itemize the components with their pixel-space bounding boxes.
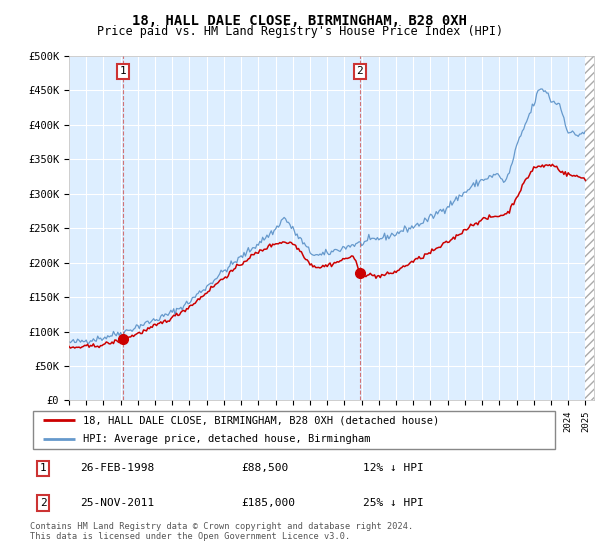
Text: Contains HM Land Registry data © Crown copyright and database right 2024.
This d: Contains HM Land Registry data © Crown c… [30,522,413,542]
Text: 18, HALL DALE CLOSE, BIRMINGHAM, B28 0XH: 18, HALL DALE CLOSE, BIRMINGHAM, B28 0XH [133,14,467,28]
Text: 2: 2 [356,67,363,77]
Bar [586,56,594,400]
Text: 25-NOV-2011: 25-NOV-2011 [80,498,154,508]
Text: 2: 2 [40,498,47,508]
FancyBboxPatch shape [32,411,556,449]
Text: 25% ↓ HPI: 25% ↓ HPI [362,498,424,508]
Text: 18, HALL DALE CLOSE, BIRMINGHAM, B28 0XH (detached house): 18, HALL DALE CLOSE, BIRMINGHAM, B28 0XH… [83,415,439,425]
Text: 26-FEB-1998: 26-FEB-1998 [80,464,154,473]
Text: 1: 1 [40,464,47,473]
Text: 12% ↓ HPI: 12% ↓ HPI [362,464,424,473]
Text: Price paid vs. HM Land Registry's House Price Index (HPI): Price paid vs. HM Land Registry's House … [97,25,503,38]
Text: 1: 1 [120,67,127,77]
Text: £185,000: £185,000 [241,498,295,508]
Text: £88,500: £88,500 [241,464,289,473]
Text: HPI: Average price, detached house, Birmingham: HPI: Average price, detached house, Birm… [83,435,370,445]
